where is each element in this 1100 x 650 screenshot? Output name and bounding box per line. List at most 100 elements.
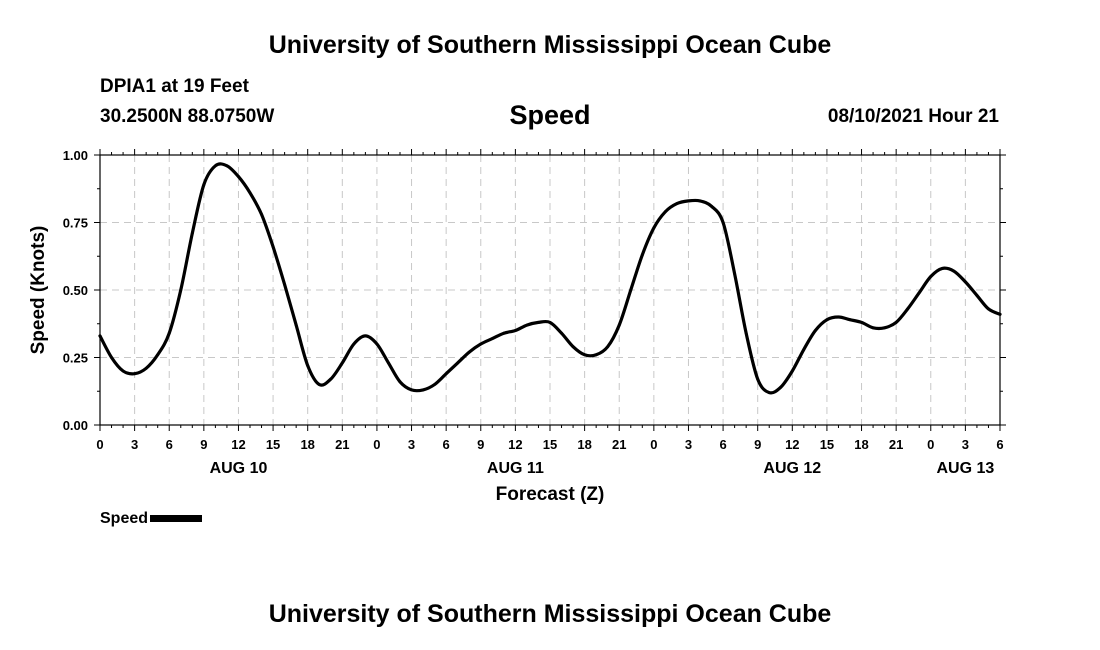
data-point <box>537 321 540 324</box>
data-point <box>837 315 840 319</box>
x-tick-label: 0 <box>650 437 657 452</box>
data-point <box>733 272 737 276</box>
data-point <box>387 361 390 365</box>
x-axis-label: Forecast (Z) <box>496 484 605 505</box>
x-tick-label: 6 <box>996 437 1003 452</box>
data-point <box>202 183 206 187</box>
data-point <box>490 337 494 340</box>
data-point <box>237 175 240 179</box>
data-point <box>144 366 148 370</box>
legend: Speed <box>100 510 203 528</box>
y-tick-labels: 0.00 0.25 0.50 0.75 1.00 <box>63 148 88 433</box>
x-tick-label: 9 <box>477 437 484 452</box>
data-point <box>179 288 183 292</box>
data-point <box>744 331 748 335</box>
date-label: AUG 10 <box>210 460 268 477</box>
date-label: AUG 13 <box>936 460 994 477</box>
data-point <box>548 321 552 324</box>
data-point <box>525 323 529 327</box>
data-point <box>571 345 575 349</box>
plot-frame <box>99 154 1001 426</box>
data-point <box>167 331 171 335</box>
data-point <box>756 377 760 381</box>
x-tick-label: 9 <box>200 437 207 452</box>
chart-title-top: University of Southern Mississippi Ocean… <box>268 31 832 59</box>
x-tick-label: 12 <box>785 437 799 452</box>
series-points <box>98 164 1002 394</box>
data-point <box>917 291 921 295</box>
legend-swatch <box>150 515 203 523</box>
x-tick-label: 0 <box>96 437 103 452</box>
data-point <box>721 221 725 224</box>
date-label: AUG 12 <box>763 460 821 477</box>
data-point <box>317 383 321 386</box>
data-point <box>940 267 944 270</box>
x-tick-label: 3 <box>962 437 969 452</box>
data-point <box>848 318 852 322</box>
legend-label: Speed <box>100 510 149 527</box>
data-point <box>860 321 863 324</box>
x-tick-label: 3 <box>131 437 138 452</box>
x-tick-label: 6 <box>443 437 450 452</box>
data-point <box>479 342 483 346</box>
x-tick-label: 0 <box>927 437 934 452</box>
data-point <box>629 288 633 292</box>
y-tick-label: 0.25 <box>63 351 88 366</box>
data-point <box>467 350 471 354</box>
data-point <box>687 199 690 203</box>
data-point <box>975 294 979 297</box>
data-point <box>248 191 252 195</box>
data-point <box>513 329 517 332</box>
x-tick-label: 12 <box>231 437 245 452</box>
x-tick-label: 21 <box>335 437 349 452</box>
data-point <box>433 383 437 386</box>
data-point <box>110 356 113 359</box>
data-point <box>894 321 898 324</box>
data-point <box>698 199 702 203</box>
data-point <box>583 353 587 357</box>
data-point <box>98 334 102 338</box>
data-point <box>283 283 287 286</box>
grid-lines <box>100 155 1000 425</box>
data-point <box>306 364 310 367</box>
x-tick-label: 21 <box>612 437 626 452</box>
y-tick-label: 0.75 <box>63 216 88 231</box>
x-tick-label: 3 <box>685 437 692 452</box>
x-tick-label: 15 <box>820 437 834 452</box>
data-point <box>871 326 875 330</box>
data-point <box>987 307 990 311</box>
data-point <box>398 380 402 384</box>
data-point <box>444 372 448 376</box>
data-point <box>790 369 794 373</box>
x-tick-label: 18 <box>300 437 314 452</box>
data-point <box>617 323 621 327</box>
x-tick-labels: 0 3 6 9 12 15 18 21 0 3 6 9 12 15 18 21 0 3 6 9 12 15 18 21 0 3 6 <box>96 437 1003 452</box>
data-point <box>329 377 333 381</box>
data-point <box>340 361 344 365</box>
x-tick-label: 21 <box>889 437 903 452</box>
data-point <box>502 331 506 335</box>
variable-title: Speed <box>509 100 591 130</box>
forecast-timestamp: 08/10/2021 Hour 21 <box>827 106 999 127</box>
x-tick-label: 3 <box>408 437 415 452</box>
data-point <box>421 388 425 392</box>
date-label: AUG 11 <box>487 460 544 477</box>
data-point <box>363 334 367 338</box>
data-point <box>456 361 460 365</box>
data-point <box>213 164 217 168</box>
data-point <box>121 369 125 373</box>
x-tick-label: 6 <box>719 437 726 452</box>
y-tick-label: 0.00 <box>63 418 88 433</box>
chart-title-bottom: University of Southern Mississippi Ocean… <box>268 600 832 628</box>
x-tick-label: 12 <box>508 437 522 452</box>
data-point <box>156 353 160 357</box>
data-point <box>271 245 275 249</box>
data-point <box>963 280 967 284</box>
x-tick-label: 15 <box>266 437 280 452</box>
data-point <box>675 202 679 206</box>
data-point <box>998 312 1002 316</box>
date-labels: AUG 10 AUG 11 AUG 12 AUG 13 <box>210 460 995 477</box>
data-point <box>640 253 644 257</box>
data-point <box>929 275 933 278</box>
data-point <box>410 388 413 392</box>
